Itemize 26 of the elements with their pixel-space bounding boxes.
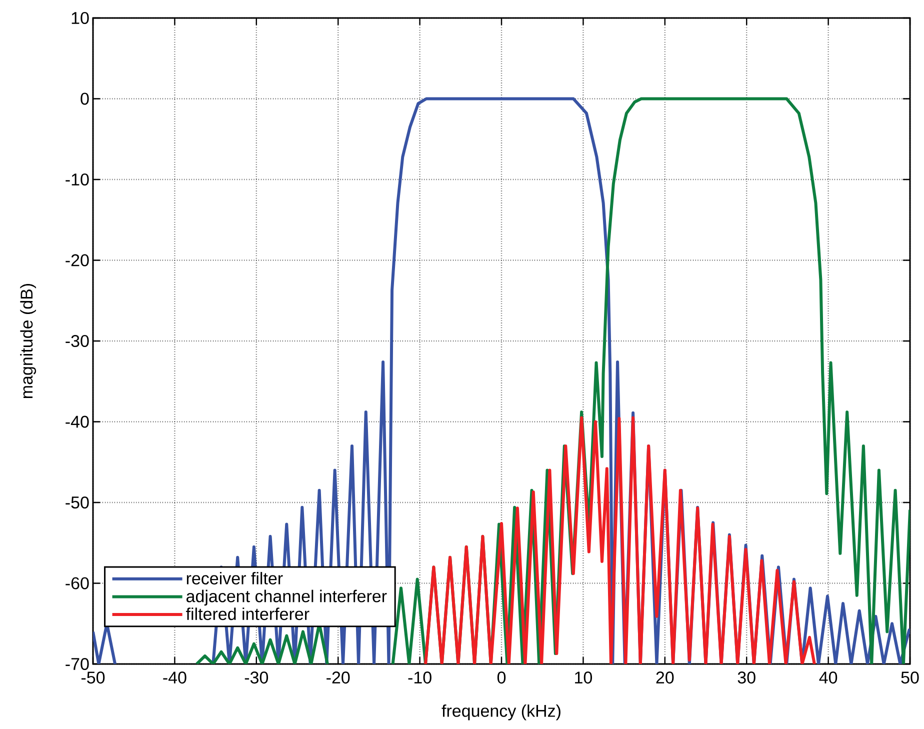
y-tick-label: -60 [66, 577, 89, 590]
x-tick-label: -30 [244, 672, 268, 684]
x-tick-label: -20 [326, 672, 350, 684]
x-tick-label: -50 [81, 672, 105, 684]
y-tick-label: -10 [66, 173, 89, 186]
y-tick-label: 10 [72, 12, 89, 24]
y-tick-label: -70 [66, 658, 89, 670]
x-tick-label: -40 [163, 672, 186, 684]
y-tick-label: -50 [66, 496, 89, 509]
y-tick-label: 0 [80, 92, 89, 105]
x-tick-label: 40 [819, 672, 838, 684]
legend-label: filtered interferer [186, 608, 310, 620]
x-tick-label: 10 [575, 672, 592, 684]
x-axis-title: frequency (kHz) [442, 704, 560, 720]
x-tick-label: 50 [901, 672, 919, 684]
legend-label: receiver filter [186, 572, 283, 584]
x-tick-label: 30 [738, 672, 756, 684]
x-tick-label: -10 [408, 672, 432, 684]
legend-label: adjacent channel interferer [186, 590, 387, 606]
y-tick-label: -40 [66, 416, 89, 428]
y-axis-title: magnitude (dB) [20, 284, 36, 398]
y-tick-label: -30 [66, 334, 89, 348]
x-tick-label: 0 [497, 672, 506, 684]
line-series [424, 416, 816, 664]
y-tick-label: -20 [66, 254, 89, 266]
x-tick-label: 20 [656, 672, 674, 684]
